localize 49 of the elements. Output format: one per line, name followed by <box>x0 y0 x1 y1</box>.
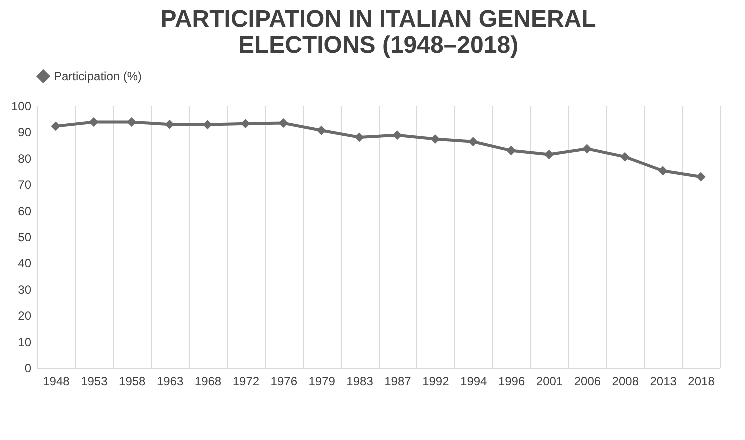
x-tick-label: 1948 <box>43 374 70 388</box>
y-tick-label: 30 <box>18 282 32 297</box>
x-tick-label: 1963 <box>156 374 184 388</box>
x-tick-label: 2006 <box>574 374 602 388</box>
x-tick-label: 1968 <box>194 374 222 388</box>
x-tick-label: 1953 <box>81 374 108 388</box>
point <box>278 118 288 128</box>
y-tick-label: 10 <box>18 335 32 350</box>
point <box>430 134 440 144</box>
chart-title: PARTICIPATION IN ITALIAN GENERAL ELECTIONS (1948–2018) <box>160 6 596 59</box>
x-tick-label: 1992 <box>422 374 450 388</box>
x-tick-label: 1958 <box>119 374 146 388</box>
point <box>51 122 61 132</box>
y-tick-label: 70 <box>18 178 32 192</box>
x-tick-label: 1976 <box>270 374 298 388</box>
y-tick-label: 60 <box>18 204 32 218</box>
point <box>354 132 364 142</box>
y-tick-label: 50 <box>18 230 32 244</box>
y-tick-label: 100 <box>11 100 32 114</box>
y-tick-label: 80 <box>18 152 32 166</box>
legend-label: Participation (%) <box>54 70 142 84</box>
x-tick-label: 1972 <box>232 374 260 388</box>
y-tick-label: 90 <box>18 126 32 140</box>
x-tick-label: 2001 <box>536 374 564 388</box>
x-tick-label: 1994 <box>460 374 488 388</box>
point <box>392 130 402 140</box>
point <box>658 166 668 176</box>
point <box>127 118 137 127</box>
point <box>582 144 592 154</box>
x-tick-label: 1979 <box>308 374 336 388</box>
x-tick-label: 2008 <box>612 374 640 388</box>
x-tick-label: 1987 <box>384 374 412 388</box>
point <box>89 118 99 127</box>
point <box>203 120 212 130</box>
point <box>506 146 516 156</box>
x-tick-label: 2013 <box>650 374 678 388</box>
y-tick-label: 40 <box>18 256 32 271</box>
x-tick-label: 1996 <box>498 374 526 388</box>
y-tick-label: 20 <box>18 309 32 324</box>
point <box>620 152 630 162</box>
y-tick-label: 0 <box>24 362 32 376</box>
point <box>165 120 175 130</box>
x-tick-label: 2018 <box>688 374 716 388</box>
x-tick-label: 1983 <box>346 374 374 388</box>
point <box>468 137 478 147</box>
point <box>316 126 326 136</box>
point <box>240 119 250 129</box>
point <box>696 172 706 182</box>
point <box>544 150 554 160</box>
